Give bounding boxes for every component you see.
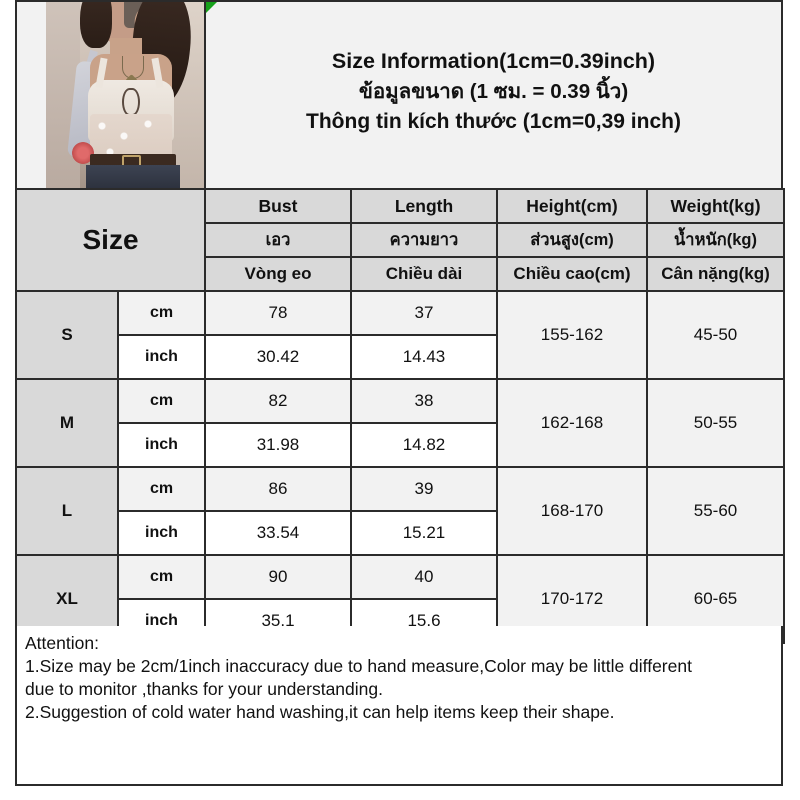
header-row-english: Size Bust Length Height(cm) Weight(kg) [15, 188, 785, 292]
length-cm-s: 37 [350, 290, 498, 336]
length-cm-m: 38 [350, 378, 498, 424]
weight-range-m: 50-55 [646, 378, 785, 468]
header-height-en: Height(cm) [496, 188, 648, 224]
length-inch-s: 14.43 [350, 334, 498, 380]
table-row: L cm 86 39 168-170 55-60 [15, 466, 785, 556]
bust-inch-l: 33.54 [204, 510, 352, 556]
table-row: inch 30.42 14.43 [16, 334, 784, 380]
model-hair-left [80, 2, 112, 48]
product-photo [46, 2, 204, 188]
table-row: S cm 78 37 155-162 45-50 [15, 290, 785, 380]
bust-cm-m: 82 [204, 378, 352, 424]
size-cell-m: M [15, 378, 119, 468]
bust-cm-l: 86 [204, 466, 352, 512]
attention-block: Attention: 1.Size may be 2cm/1inch inacc… [15, 626, 783, 786]
table-row: inch 33.54 15.21 [16, 510, 784, 556]
length-inch-m: 14.82 [350, 422, 498, 468]
belt [90, 154, 176, 167]
size-cell-l: L [15, 466, 119, 556]
attention-line-3: 2.Suggestion of cold water hand washing,… [25, 702, 615, 723]
length-inch-l: 15.21 [350, 510, 498, 556]
unit-cell-cm-l: cm [117, 466, 206, 512]
weight-range-s: 45-50 [646, 290, 785, 380]
bust-cm-xl: 90 [204, 554, 352, 600]
title-vietnamese: Thông tin kích thước (1cm=0,39 inch) [306, 109, 681, 133]
header-bust-th: เอว [204, 222, 352, 258]
table-row: M cm 82 38 162-168 50-55 [15, 378, 785, 468]
header-bust-vi: Vòng eo [204, 256, 352, 292]
size-header-cell: Size [15, 188, 206, 292]
bust-cm-s: 78 [204, 290, 352, 336]
height-range-l: 168-170 [496, 466, 648, 556]
unit-cell-cm-xl: cm [117, 554, 206, 600]
header-weight-th: น้ำหนัก(kg) [646, 222, 785, 258]
unit-cell-cm-m: cm [117, 378, 206, 424]
table-row: inch 31.98 14.82 [16, 422, 784, 468]
header-row-thai: เอว ความยาว ส่วนสูง(cm) น้ำหนัก(kg) [16, 222, 785, 258]
header-length-th: ความยาว [350, 222, 498, 258]
jeans [86, 165, 180, 188]
header-weight-vi: Cân nặng(kg) [646, 256, 785, 292]
header-bust-en: Bust [204, 188, 352, 224]
attention-heading: Attention: [25, 633, 99, 653]
header-height-th: ส่วนสูง(cm) [496, 222, 648, 258]
product-photo-cell [17, 2, 206, 188]
title-thai: ข้อมูลขนาด (1 ซม. = 0.39 นิ้ว) [358, 80, 629, 104]
unit-cell-inch-l: inch [117, 510, 206, 556]
weight-range-l: 55-60 [646, 466, 785, 556]
bust-inch-s: 30.42 [204, 334, 352, 380]
height-range-m: 162-168 [496, 378, 648, 468]
attention-line-2: due to monitor ,thanks for your understa… [25, 679, 383, 700]
header-length-vi: Chiều dài [350, 256, 498, 292]
length-cm-xl: 40 [350, 554, 498, 600]
header-row-vietnamese: Vòng eo Chiều dài Chiều cao(cm) Cân nặng… [16, 256, 785, 292]
camisole-bow [122, 88, 140, 116]
height-range-s: 155-162 [496, 290, 648, 380]
length-cm-l: 39 [350, 466, 498, 512]
unit-cell-cm-s: cm [117, 290, 206, 336]
flower-accessory [72, 142, 94, 164]
unit-cell-inch-s: inch [117, 334, 206, 380]
title-english: Size Information(1cm=0.39inch) [331, 49, 656, 73]
header-weight-en: Weight(kg) [646, 188, 785, 224]
header-band: Size Information(1cm=0.39inch) ข้อมูลขนา… [15, 0, 783, 188]
green-corner-marker [206, 2, 217, 13]
attention-line-1: 1.Size may be 2cm/1inch inaccuracy due t… [25, 656, 692, 677]
size-table: Size Bust Length Height(cm) Weight(kg) เ… [15, 188, 785, 644]
unit-cell-inch-m: inch [117, 422, 206, 468]
header-height-vi: Chiều cao(cm) [496, 256, 648, 292]
header-length-en: Length [350, 188, 498, 224]
title-block: Size Information(1cm=0.39inch) ข้อมูลขนา… [206, 2, 781, 188]
bust-inch-m: 31.98 [204, 422, 352, 468]
size-cell-s: S [15, 290, 119, 380]
table-row: XL cm 90 40 170-172 60-65 [15, 554, 785, 644]
